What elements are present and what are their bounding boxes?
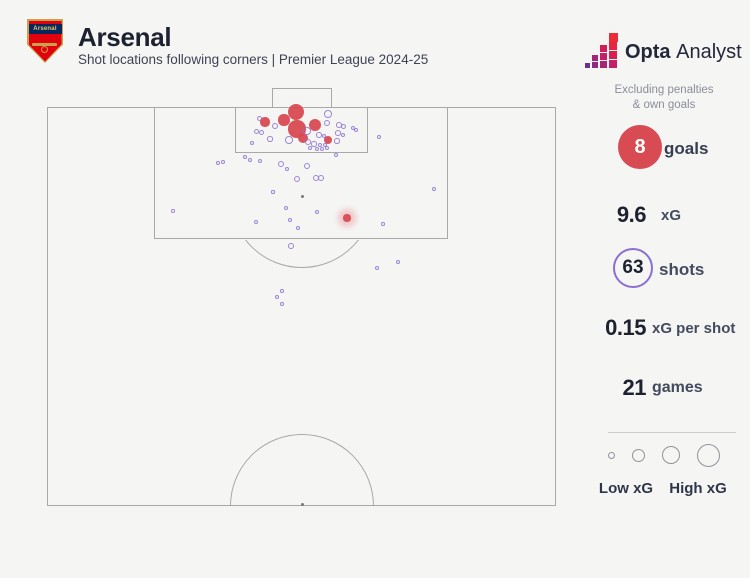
shot-marker	[278, 161, 284, 167]
shot-marker	[396, 260, 400, 264]
shot-marker	[311, 141, 317, 147]
xg-stat-value: 9.6	[616, 202, 647, 227]
goal-marker	[308, 118, 322, 132]
shot-marker	[316, 132, 322, 138]
crest-banner-text: Arsenal	[28, 24, 62, 34]
shot-marker	[248, 158, 252, 162]
center-spot	[301, 503, 304, 506]
shot-marker	[280, 302, 284, 306]
shot-marker	[321, 133, 327, 139]
games-stat-value: 21	[622, 375, 647, 400]
shot-marker	[288, 243, 294, 249]
page-title: Arsenal	[78, 22, 172, 52]
shot-marker	[171, 209, 175, 213]
shot-marker	[285, 136, 293, 144]
goal-marker	[278, 114, 290, 126]
shot-marker	[319, 146, 325, 152]
exclusion-note-line2: & own goals	[632, 99, 696, 111]
shot-marker	[258, 129, 264, 135]
shot-marker	[431, 186, 437, 192]
goal-frame	[272, 88, 332, 108]
shot-marker	[274, 294, 280, 300]
shot-marker	[340, 123, 346, 129]
goals-stat-label: goals	[664, 139, 709, 158]
goal-marker	[287, 103, 305, 121]
shot-marker	[340, 132, 346, 138]
opta-wordmark-bold: Opta	[625, 41, 671, 63]
shot-marker	[253, 128, 259, 134]
shot-marker	[334, 138, 340, 144]
goal-marker	[260, 117, 270, 127]
xg-per-shot-stat-label: xG per shot	[652, 320, 736, 337]
shot-marker	[317, 174, 325, 182]
opta-analyst-logo: Opta Analyst	[585, 33, 745, 68]
crest-cannon-icon	[32, 43, 57, 46]
shot-marker	[267, 136, 273, 142]
crest-cannon-wheel-icon	[41, 46, 48, 53]
xg-stat-label: xG	[661, 207, 682, 224]
shot-marker	[381, 222, 385, 226]
shot-marker	[323, 119, 331, 127]
shot-marker	[335, 130, 341, 136]
xg-size-legend	[608, 441, 720, 469]
shot-marker	[256, 115, 262, 121]
legend-size-circle	[662, 446, 680, 464]
shot-marker	[249, 140, 255, 146]
shot-marker	[295, 225, 301, 231]
legend-size-circle	[632, 448, 645, 462]
goal-marker	[343, 214, 351, 222]
shot-map-infographic: Arsenal Arsenal Shot locations following…	[27, 19, 745, 506]
shot-marker	[303, 127, 311, 135]
legend-low-xg-label: Low xG	[598, 480, 654, 497]
penalty-area	[154, 107, 448, 239]
shot-marker	[215, 160, 221, 166]
shot-marker	[220, 159, 226, 165]
legend-size-circle	[697, 443, 720, 467]
shot-marker	[257, 158, 263, 164]
legend-high-xg-label: High xG	[669, 480, 727, 497]
shot-marker	[280, 289, 284, 293]
goal-marker	[323, 135, 333, 145]
shot-marker	[314, 209, 320, 215]
goal-marker	[297, 132, 309, 144]
shot-marker	[353, 127, 359, 133]
penalty-spot	[301, 195, 304, 198]
shot-marker	[307, 145, 313, 151]
opta-analyst-wordmark: Opta Analyst	[625, 41, 742, 64]
shot-marker	[376, 134, 382, 140]
page-subtitle: Shot locations following corners | Premi…	[78, 52, 429, 67]
arsenal-crest-logo: Arsenal	[27, 19, 63, 63]
xg-per-shot-stat-value: 0.15	[605, 315, 646, 340]
six-yard-box	[235, 107, 368, 153]
analyst-wordmark: Analyst	[676, 41, 742, 63]
goals-stat-circle: 8	[618, 125, 662, 169]
shot-marker	[324, 145, 330, 151]
shot-marker	[314, 146, 320, 152]
shot-marker	[287, 217, 293, 223]
legend-divider	[608, 432, 736, 433]
shot-marker	[283, 205, 289, 211]
legend-size-circle	[608, 451, 615, 459]
shot-marker	[333, 152, 339, 158]
opta-stairs-icon	[585, 33, 619, 68]
shot-marker	[304, 163, 310, 169]
exclusion-note-line1: Excluding penalties	[614, 84, 714, 96]
shot-marker	[243, 155, 247, 159]
shot-marker	[324, 110, 332, 118]
shot-marker	[293, 175, 301, 183]
shot-marker	[271, 190, 275, 194]
shot-marker	[284, 166, 290, 172]
shots-stat-circle: 63	[613, 248, 653, 288]
games-stat-label: games	[652, 379, 703, 396]
shot-marker	[305, 139, 311, 145]
shot-marker	[253, 219, 259, 225]
shots-stat-label: shots	[659, 260, 705, 279]
shot-marker	[272, 123, 278, 129]
shot-marker-layer	[171, 103, 437, 306]
shot-marker	[374, 265, 380, 271]
